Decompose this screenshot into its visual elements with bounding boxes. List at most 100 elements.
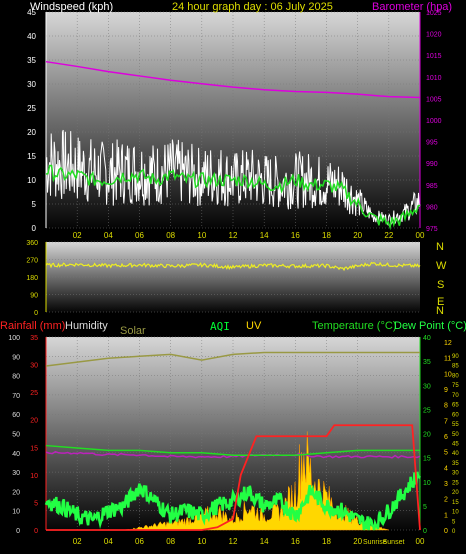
dewpoint-tick-label: 9 bbox=[444, 387, 448, 394]
humidity-tick-label: 80 bbox=[12, 374, 20, 381]
humidity-tick-label: 10 bbox=[12, 509, 20, 516]
uv-tick-label: 25 bbox=[452, 480, 459, 486]
barometer-line bbox=[45, 60, 421, 99]
wind-tick-label: 35 bbox=[27, 56, 36, 65]
temperature-tick-label: 40 bbox=[423, 335, 431, 342]
wind-x-tick-label: 18 bbox=[322, 231, 331, 240]
temperature-tick-label: 25 bbox=[423, 407, 431, 414]
uv-tick-label: 65 bbox=[452, 403, 459, 409]
temp-x-tick-label: 04 bbox=[104, 537, 113, 546]
wind-x-tick-label: 22 bbox=[384, 231, 393, 240]
wind-x-tick-label: 10 bbox=[197, 231, 206, 240]
compass-w: W bbox=[436, 260, 447, 272]
temp-x-tick-label: 12 bbox=[229, 537, 238, 546]
humidity-tick-label: 60 bbox=[12, 412, 20, 419]
wind-x-tick-label: 04 bbox=[104, 231, 113, 240]
uv-tick-label: 75 bbox=[452, 383, 459, 389]
compass-s: S bbox=[437, 279, 444, 291]
humidity-tick-label: 90 bbox=[12, 354, 20, 361]
barometer-tick-label: 990 bbox=[426, 161, 438, 168]
solar-line bbox=[45, 351, 420, 367]
humidity-tick-label: 70 bbox=[12, 393, 20, 400]
barometer-tick-label: 975 bbox=[426, 226, 438, 233]
direction-tick-label: 0 bbox=[34, 310, 38, 317]
solar-label: Solar bbox=[120, 325, 146, 337]
compass-n-top: N bbox=[436, 241, 444, 253]
barometer-tick-label: 980 bbox=[426, 204, 438, 211]
dewpoint-tick-label: 7 bbox=[444, 418, 448, 425]
dewpoint-tick-label: 5 bbox=[444, 450, 448, 457]
uv-tick-label: 55 bbox=[452, 422, 459, 428]
rain-tick-label: 5 bbox=[34, 500, 38, 507]
dewpoint-tick-label: 12 bbox=[444, 340, 452, 347]
uv-tick-label: 30 bbox=[452, 471, 459, 477]
humidity-tick-label: 20 bbox=[12, 489, 20, 496]
barometer-tick-label: 1020 bbox=[426, 32, 442, 39]
dewpoint-tick-label: 2 bbox=[444, 497, 448, 504]
temperature-tick-label: 20 bbox=[423, 432, 431, 439]
wind-tick-label: 10 bbox=[27, 176, 36, 185]
temp-x-tick-label: 20 bbox=[353, 537, 362, 546]
temp-x-tick-label: 18 bbox=[322, 537, 331, 546]
barometer-title: Barometer (hpa) bbox=[372, 1, 452, 13]
uv-tick-label: 50 bbox=[452, 432, 459, 438]
rain-tick-label: 30 bbox=[30, 363, 38, 370]
humidity-tick-label: 40 bbox=[12, 451, 20, 458]
humidity-tick-label: 30 bbox=[12, 470, 20, 477]
windspeed-title: Windspeed (kph) bbox=[30, 1, 113, 13]
rainfall-line bbox=[46, 424, 421, 531]
direction-line bbox=[45, 261, 421, 272]
temp-x-tick-label-end: 00 bbox=[416, 537, 425, 546]
rain-tick-label: 15 bbox=[30, 445, 38, 452]
dewpoint-line bbox=[44, 471, 422, 531]
temp-x-tick-label: 06 bbox=[135, 537, 144, 546]
wind-x-tick-label: 14 bbox=[260, 231, 269, 240]
rain-tick-label: 25 bbox=[30, 390, 38, 397]
wind-tick-label: 30 bbox=[27, 80, 36, 89]
humidity-tick-label: 0 bbox=[16, 528, 20, 535]
humidity-label: Humidity bbox=[65, 320, 108, 332]
dewpoint-label: Dew Point (°C) bbox=[394, 320, 466, 332]
uv-tick-label: 70 bbox=[452, 393, 459, 399]
wind-tick-label: 15 bbox=[27, 152, 36, 161]
humidity-tick-label: 50 bbox=[12, 432, 20, 439]
uv-tick-label: 5 bbox=[452, 519, 456, 525]
dewpoint-tick-label: 10 bbox=[444, 371, 452, 378]
rain-tick-label: 0 bbox=[34, 528, 38, 535]
rain-tick-label: 20 bbox=[30, 418, 38, 425]
temperature-tick-label: 15 bbox=[423, 456, 431, 463]
wind-tick-label: 25 bbox=[27, 104, 36, 113]
temp-x-tick-label: 16 bbox=[291, 537, 300, 546]
humidity-tick-label: 100 bbox=[8, 335, 20, 342]
temp-x-tick-label: 08 bbox=[166, 537, 175, 546]
direction-tick-label: 360 bbox=[26, 240, 38, 247]
rain-tick-label: 10 bbox=[30, 473, 38, 480]
rainfall-label: Rainfall (mm) bbox=[0, 320, 65, 332]
aqi-label: AQI bbox=[210, 320, 230, 333]
direction-tick-label: 270 bbox=[26, 258, 38, 265]
uv-tick-label: 40 bbox=[452, 451, 459, 457]
temp-x-tick-label: 02 bbox=[73, 537, 82, 546]
barometer-tick-label: 1000 bbox=[426, 118, 442, 125]
wind-x-tick-label: 20 bbox=[353, 231, 362, 240]
temp-x-tick-label: 14 bbox=[260, 537, 269, 546]
uv-tick-label: 90 bbox=[452, 354, 459, 360]
temperature-tick-label: 10 bbox=[423, 480, 431, 487]
wind-tick-label: 0 bbox=[32, 224, 37, 233]
uv-tick-label: 15 bbox=[452, 500, 459, 506]
dewpoint-tick-label: 1 bbox=[444, 512, 448, 519]
uv-tick-label: 35 bbox=[452, 461, 459, 467]
wind-x-tick-label: 08 bbox=[166, 231, 175, 240]
barometer-tick-label: 1005 bbox=[426, 96, 442, 103]
dewpoint-tick-label: 6 bbox=[444, 434, 448, 441]
wind-tick-label: 40 bbox=[27, 32, 36, 41]
uv-tick-label: 0 bbox=[452, 529, 456, 535]
uv-tick-label: 10 bbox=[452, 510, 459, 516]
uv-tick-label: 60 bbox=[452, 412, 459, 418]
uv-tick-label: 45 bbox=[452, 442, 459, 448]
dewpoint-tick-label: 11 bbox=[444, 356, 451, 363]
temperature-line bbox=[45, 444, 420, 456]
windspeed-line bbox=[45, 129, 421, 226]
barometer-tick-label: 1025 bbox=[426, 10, 442, 17]
